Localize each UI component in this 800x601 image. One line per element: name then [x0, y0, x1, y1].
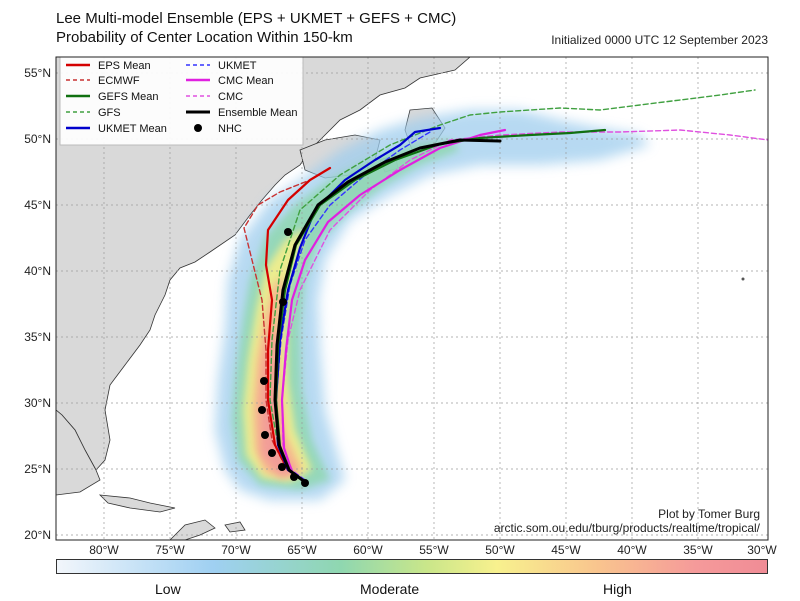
lon-label: 80°W: [89, 543, 119, 557]
colorbar-low-label: Low: [155, 581, 181, 597]
lon-label: 30°W: [747, 543, 777, 557]
colorbar-high-label: High: [603, 581, 632, 597]
lon-label: 40°W: [617, 543, 647, 557]
ensemble-mean-track: [273, 138, 502, 484]
map-subtitle: Probability of Center Location Within 15…: [56, 29, 353, 46]
legend: EPS Mean ECMWF GEFS Mean GFS UKMET Mean …: [59, 57, 304, 146]
eps-mean-track: [264, 166, 332, 484]
lon-label: 45°W: [551, 543, 581, 557]
legend-ukmet-mean: UKMET Mean: [98, 123, 167, 135]
legend-cmc-mean: CMC Mean: [218, 75, 274, 87]
probability-colorbar: [56, 559, 768, 574]
lon-label: 55°W: [419, 543, 449, 557]
map-title: Lee Multi-model Ensemble (EPS + UKMET + …: [56, 10, 457, 27]
lon-label: 35°W: [683, 543, 713, 557]
legend-gfs: GFS: [98, 107, 121, 119]
gridlines: [56, 57, 768, 540]
lon-label: 75°W: [155, 543, 185, 557]
legend-nhc: NHC: [218, 123, 242, 135]
initialized-time: Initialized 0000 UTC 12 September 2023: [551, 33, 768, 47]
colorbar-moderate-label: Moderate: [360, 581, 420, 597]
cmc-mean-track: [280, 128, 507, 484]
plot-credit: Plot by Tomer Burg: [658, 507, 760, 521]
lat-label: 25°N: [24, 462, 51, 476]
lat-label: 50°N: [24, 132, 51, 146]
legend-ensemble-mean: Ensemble Mean: [218, 107, 298, 119]
lat-label: 40°N: [24, 264, 51, 278]
legend-eps-mean: EPS Mean: [98, 60, 151, 72]
legend-ukmet: UKMET: [218, 60, 257, 72]
legend-gefs-mean: GEFS Mean: [98, 91, 159, 103]
legend-cmc: CMC: [218, 91, 243, 103]
lat-label: 45°N: [24, 198, 51, 212]
nhc-points: [258, 228, 309, 487]
lat-label: 20°N: [24, 528, 51, 542]
lon-label: 50°W: [485, 543, 515, 557]
lat-label: 55°N: [24, 66, 51, 80]
lon-label: 70°W: [221, 543, 251, 557]
lat-label: 30°N: [24, 396, 51, 410]
lat-label: 35°N: [24, 330, 51, 344]
lon-label: 60°W: [353, 543, 383, 557]
gfs-track: [269, 89, 756, 481]
source-url: arctic.som.ou.edu/tburg/products/realtim…: [493, 521, 760, 535]
legend-ecmwf: ECMWF: [98, 75, 140, 87]
lon-label: 65°W: [287, 543, 317, 557]
